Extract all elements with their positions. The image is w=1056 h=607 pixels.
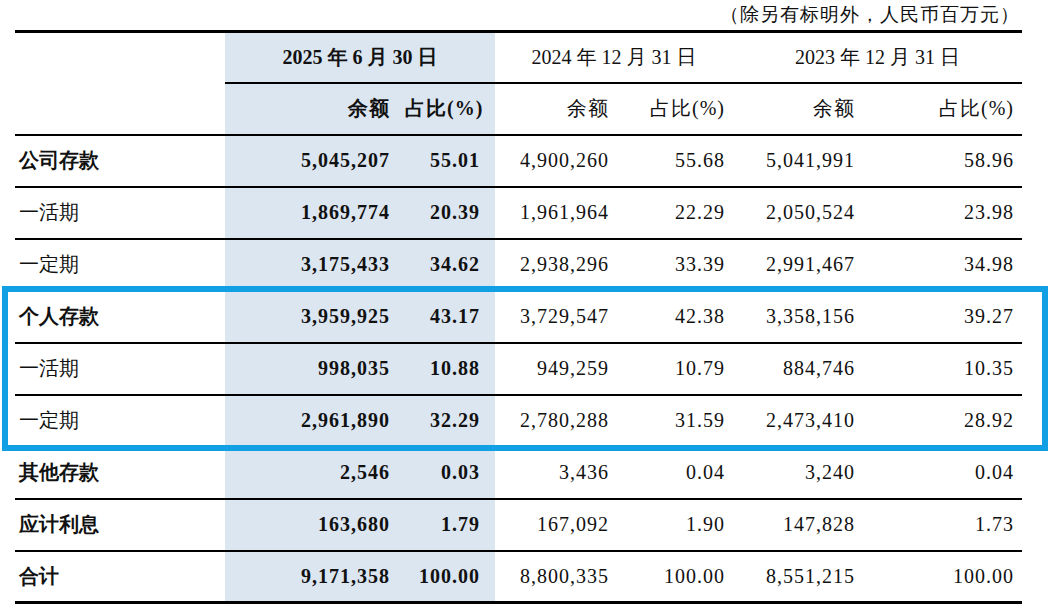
corner-cell-blank bbox=[15, 32, 225, 83]
balance-2025: 9,171,358 bbox=[225, 551, 405, 603]
balance-2025: 2,546 bbox=[225, 447, 405, 499]
ratio-2023: 58.96 bbox=[878, 135, 1022, 187]
ratio-2024: 31.59 bbox=[617, 395, 733, 447]
ratio-2025: 0.03 bbox=[405, 447, 495, 499]
ratio-2025: 43.17 bbox=[405, 291, 495, 343]
table-row: 一定期 2,961,890 32.29 2,780,288 31.59 2,47… bbox=[15, 395, 1022, 447]
table-row: 个人存款 3,959,925 43.17 3,729,547 42.38 3,3… bbox=[15, 291, 1022, 343]
balance-2024: 1,961,964 bbox=[495, 187, 617, 239]
ratio-2023: 10.35 bbox=[878, 343, 1022, 395]
ratio-2024: 0.04 bbox=[617, 447, 733, 499]
ratio-2025: 10.88 bbox=[405, 343, 495, 395]
balance-header-2025: 余额 bbox=[225, 83, 405, 135]
ratio-2024: 55.68 bbox=[617, 135, 733, 187]
row-label: 应计利息 bbox=[15, 499, 225, 551]
ratio-2024: 42.38 bbox=[617, 291, 733, 343]
period-header-2023: 2023 年 12 月 31 日 bbox=[733, 32, 1022, 83]
balance-2025: 5,045,207 bbox=[225, 135, 405, 187]
ratio-2025: 34.62 bbox=[405, 239, 495, 291]
balance-2024: 167,092 bbox=[495, 499, 617, 551]
balance-2023: 884,746 bbox=[733, 343, 878, 395]
ratio-header-2025: 占比(%) bbox=[405, 83, 495, 135]
ratio-2023: 34.98 bbox=[878, 239, 1022, 291]
ratio-2024: 10.79 bbox=[617, 343, 733, 395]
ratio-2023: 0.04 bbox=[878, 447, 1022, 499]
ratio-2024: 33.39 bbox=[617, 239, 733, 291]
row-label: 合计 bbox=[15, 551, 225, 603]
period-header-row: 2025 年 6 月 30 日 2024 年 12 月 31 日 2023 年 … bbox=[15, 32, 1022, 83]
ratio-2025: 32.29 bbox=[405, 395, 495, 447]
table-row: 一定期 3,175,433 34.62 2,938,296 33.39 2,99… bbox=[15, 239, 1022, 291]
ratio-2025: 1.79 bbox=[405, 499, 495, 551]
row-label: 其他存款 bbox=[15, 447, 225, 499]
ratio-2023: 23.98 bbox=[878, 187, 1022, 239]
balance-2024: 2,938,296 bbox=[495, 239, 617, 291]
ratio-2025: 20.39 bbox=[405, 187, 495, 239]
balance-header-2024: 余额 bbox=[495, 83, 617, 135]
balance-2025: 998,035 bbox=[225, 343, 405, 395]
ratio-2023: 39.27 bbox=[878, 291, 1022, 343]
balance-2025: 163,680 bbox=[225, 499, 405, 551]
balance-2024: 4,900,260 bbox=[495, 135, 617, 187]
balance-2024: 3,729,547 bbox=[495, 291, 617, 343]
table-row: 公司存款 5,045,207 55.01 4,900,260 55.68 5,0… bbox=[15, 135, 1022, 187]
ratio-2023: 1.73 bbox=[878, 499, 1022, 551]
balance-header-2023: 余额 bbox=[733, 83, 878, 135]
balance-2023: 3,358,156 bbox=[733, 291, 878, 343]
row-label: 一定期 bbox=[15, 395, 225, 447]
table-row: 其他存款 2,546 0.03 3,436 0.04 3,240 0.04 bbox=[15, 447, 1022, 499]
balance-2025: 1,869,774 bbox=[225, 187, 405, 239]
table-row: 合计 9,171,358 100.00 8,800,335 100.00 8,5… bbox=[15, 551, 1022, 603]
ratio-2025: 55.01 bbox=[405, 135, 495, 187]
ratio-header-2023: 占比(%) bbox=[878, 83, 1022, 135]
row-label: 公司存款 bbox=[15, 135, 225, 187]
unit-note: （除另有标明外，人民币百万元） bbox=[720, 2, 1020, 28]
balance-2025: 3,175,433 bbox=[225, 239, 405, 291]
balance-2023: 2,991,467 bbox=[733, 239, 878, 291]
ratio-2023: 100.00 bbox=[878, 551, 1022, 603]
balance-2025: 2,961,890 bbox=[225, 395, 405, 447]
period-header-2024: 2024 年 12 月 31 日 bbox=[495, 32, 733, 83]
ratio-2025: 100.00 bbox=[405, 551, 495, 603]
report-page: （除另有标明外，人民币百万元） 2025 年 6 月 30 日 2024 年 1… bbox=[0, 0, 1056, 607]
row-label: 一活期 bbox=[15, 187, 225, 239]
balance-2023: 2,050,524 bbox=[733, 187, 878, 239]
balance-2024: 2,780,288 bbox=[495, 395, 617, 447]
table-row: 一活期 998,035 10.88 949,259 10.79 884,746 … bbox=[15, 343, 1022, 395]
balance-2024: 8,800,335 bbox=[495, 551, 617, 603]
table-row: 应计利息 163,680 1.79 167,092 1.90 147,828 1… bbox=[15, 499, 1022, 551]
balance-2023: 8,551,215 bbox=[733, 551, 878, 603]
ratio-2024: 100.00 bbox=[617, 551, 733, 603]
balance-2024: 3,436 bbox=[495, 447, 617, 499]
balance-2023: 147,828 bbox=[733, 499, 878, 551]
period-header-2025: 2025 年 6 月 30 日 bbox=[225, 32, 495, 83]
ratio-2024: 1.90 bbox=[617, 499, 733, 551]
balance-2023: 2,473,410 bbox=[733, 395, 878, 447]
ratio-header-2024: 占比(%) bbox=[617, 83, 733, 135]
balance-2023: 5,041,991 bbox=[733, 135, 878, 187]
balance-2025: 3,959,925 bbox=[225, 291, 405, 343]
row-label: 个人存款 bbox=[15, 291, 225, 343]
subheader-row: 余额 占比(%) 余额 占比(%) 余额 占比(%) bbox=[15, 83, 1022, 135]
corner-cell-blank bbox=[15, 83, 225, 135]
ratio-2023: 28.92 bbox=[878, 395, 1022, 447]
table-row: 一活期 1,869,774 20.39 1,961,964 22.29 2,05… bbox=[15, 187, 1022, 239]
balance-2023: 3,240 bbox=[733, 447, 878, 499]
row-label: 一活期 bbox=[15, 343, 225, 395]
balance-2024: 949,259 bbox=[495, 343, 617, 395]
row-label: 一定期 bbox=[15, 239, 225, 291]
ratio-2024: 22.29 bbox=[617, 187, 733, 239]
deposits-table: 2025 年 6 月 30 日 2024 年 12 月 31 日 2023 年 … bbox=[15, 30, 1022, 604]
